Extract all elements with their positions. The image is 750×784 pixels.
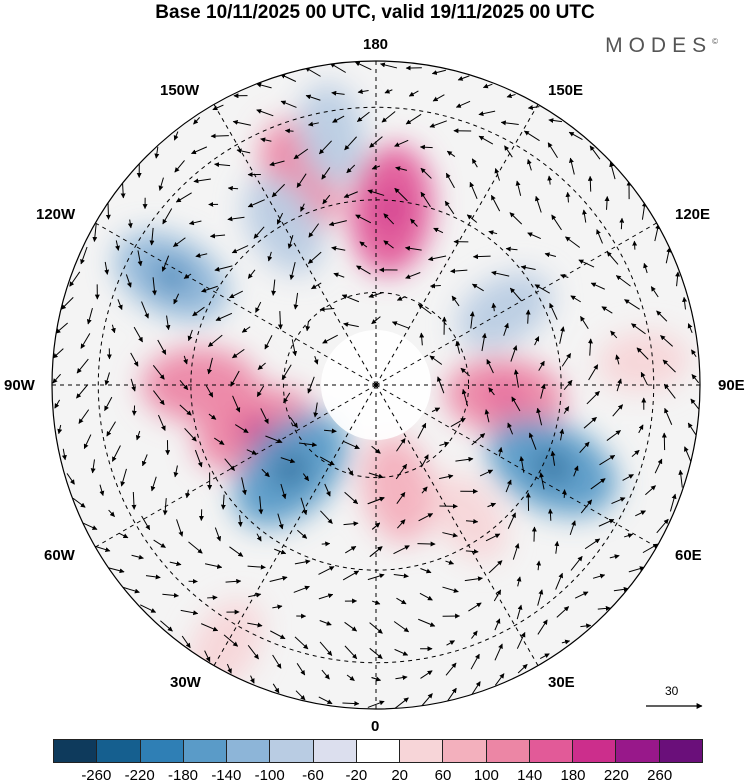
wind-vector <box>550 509 551 521</box>
brand-logo: MODES© <box>605 34 718 58</box>
colorbar-tick-label: 100 <box>474 767 499 784</box>
colorbar-tick-label: 220 <box>604 767 629 784</box>
colorbar-swatch <box>97 740 140 762</box>
colorbar-swatch <box>660 740 702 762</box>
colorbar-swatch <box>54 740 97 762</box>
colorbar-tick-label: -60 <box>302 767 324 784</box>
colorbar-swatch <box>616 740 659 762</box>
wind-vector <box>621 218 622 229</box>
colorbar-swatch <box>141 740 184 762</box>
wind-vector <box>207 597 217 598</box>
brand-text: MODES <box>605 34 712 57</box>
reference-vector-arrow <box>640 684 710 714</box>
colorbar-tick-label: -180 <box>168 767 198 784</box>
label-lon-90w: 90W <box>4 377 35 394</box>
wind-vector <box>322 544 330 545</box>
wind-vector <box>534 527 535 542</box>
colorbar-swatch <box>573 740 616 762</box>
colorbar-swatch <box>357 740 400 762</box>
colorbar-swatch <box>184 740 227 762</box>
colorbar-swatch <box>487 740 530 762</box>
colorbar-tick-label: -140 <box>211 767 241 784</box>
label-lon-0: 0 <box>371 718 379 735</box>
label-lon-150w: 150W <box>160 82 199 99</box>
colorbar-tick-label: -260 <box>81 767 111 784</box>
colorbar-tick-label: -100 <box>255 767 285 784</box>
wind-vector <box>590 176 591 191</box>
colorbar-tick-label: 140 <box>517 767 542 784</box>
label-lon-60w: 60W <box>44 547 75 564</box>
colorbar-tick-label: -220 <box>125 767 155 784</box>
colorbar <box>53 739 703 763</box>
colorbar-tick-label: 60 <box>435 767 452 784</box>
wind-vector <box>473 256 490 257</box>
colorbar-swatch <box>227 740 270 762</box>
wind-vector <box>431 286 441 287</box>
label-lon-90e: 90E <box>718 377 745 394</box>
colorbar-tick-label: 180 <box>560 767 585 784</box>
label-lon-150e: 150E <box>548 82 583 99</box>
label-lon-120e: 120E <box>675 206 710 223</box>
colorbar-swatch <box>443 740 486 762</box>
label-lon-120w: 120W <box>36 206 75 223</box>
colorbar-swatch <box>530 740 573 762</box>
brand-mark: © <box>712 37 718 46</box>
colorbar-swatch <box>314 740 357 762</box>
map-title: Base 10/11/2025 00 UTC, valid 19/11/2025… <box>0 2 750 24</box>
label-lon-180: 180 <box>363 36 388 53</box>
label-lon-60e: 60E <box>675 547 702 564</box>
label-lon-30e: 30E <box>548 674 575 691</box>
label-lon-30w: 30W <box>170 674 201 691</box>
wind-vector <box>528 310 529 324</box>
colorbar-tick-label: 260 <box>647 767 672 784</box>
colorbar-swatch <box>270 740 313 762</box>
wind-vector <box>108 202 109 219</box>
colorbar-tick-label: -20 <box>345 767 367 784</box>
colorbar-tick-label: 20 <box>391 767 408 784</box>
wind-vector <box>285 131 293 132</box>
wind-vector <box>228 188 238 189</box>
colorbar-swatch <box>400 740 443 762</box>
wind-vector <box>211 136 229 137</box>
